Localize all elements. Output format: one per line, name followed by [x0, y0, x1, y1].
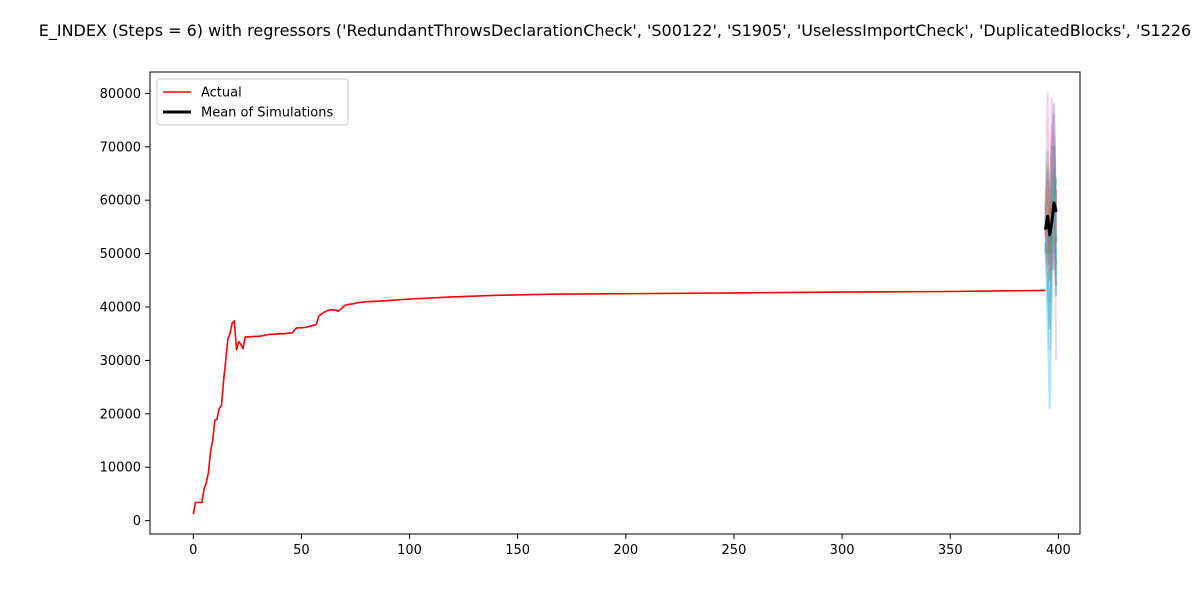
simulation-line-3: [1044, 199, 1058, 282]
x-tick-label: 0: [189, 543, 197, 558]
x-tick-label: 350: [938, 543, 963, 558]
y-tick-label: 50000: [100, 247, 141, 262]
simulation-line-5: [1044, 209, 1058, 286]
legend-label: Actual: [201, 86, 242, 101]
ticks: 0 50 100 150 200 250 300 350 400 0 10000 20000 30000…: [100, 87, 1071, 558]
legend-box: [156, 78, 349, 126]
simulation-line-13: [1044, 103, 1058, 244]
chart-title: E_INDEX (Steps = 6) with regressors ('Re…: [39, 21, 1191, 41]
y-tick-label: 70000: [100, 140, 141, 155]
axes: [149, 71, 1081, 535]
x-tick-label: 250: [722, 543, 747, 558]
y-tick-label: 0: [133, 514, 141, 529]
legend-label: Mean of Simulations: [201, 106, 333, 121]
series-lines: [192, 201, 1058, 515]
legend: Actual Mean of Simulations: [156, 78, 349, 126]
x-tick-label: 100: [397, 543, 422, 558]
simulation-line-14: [1044, 124, 1058, 266]
y-tick-label: 10000: [100, 461, 141, 476]
plot-frame: [149, 71, 1081, 535]
x-tick-label: 200: [613, 543, 638, 558]
simulation-line-4: [1044, 113, 1058, 254]
y-tick-label: 40000: [100, 301, 141, 316]
x-tick-label: 400: [1046, 543, 1071, 558]
actual-line: [192, 289, 1046, 515]
simulation-line-15: [1044, 183, 1058, 351]
y-tick-label: 30000: [100, 354, 141, 369]
simulation-line-0: [1044, 145, 1058, 266]
simulation-line-11: [1044, 183, 1058, 244]
y-tick-label: 20000: [100, 407, 141, 422]
simulation-lines: [1044, 92, 1058, 410]
simulation-line-12: [1044, 145, 1058, 255]
y-tick-label: 60000: [100, 194, 141, 209]
simulation-line-2: [1044, 135, 1058, 223]
simulation-line-10: [1044, 167, 1058, 330]
x-tick-label: 50: [293, 543, 310, 558]
x-tick-label: 150: [505, 543, 530, 558]
mean-of-simulations-line: [1043, 201, 1058, 237]
y-tick-label: 80000: [100, 87, 141, 102]
x-tick-label: 300: [830, 543, 855, 558]
